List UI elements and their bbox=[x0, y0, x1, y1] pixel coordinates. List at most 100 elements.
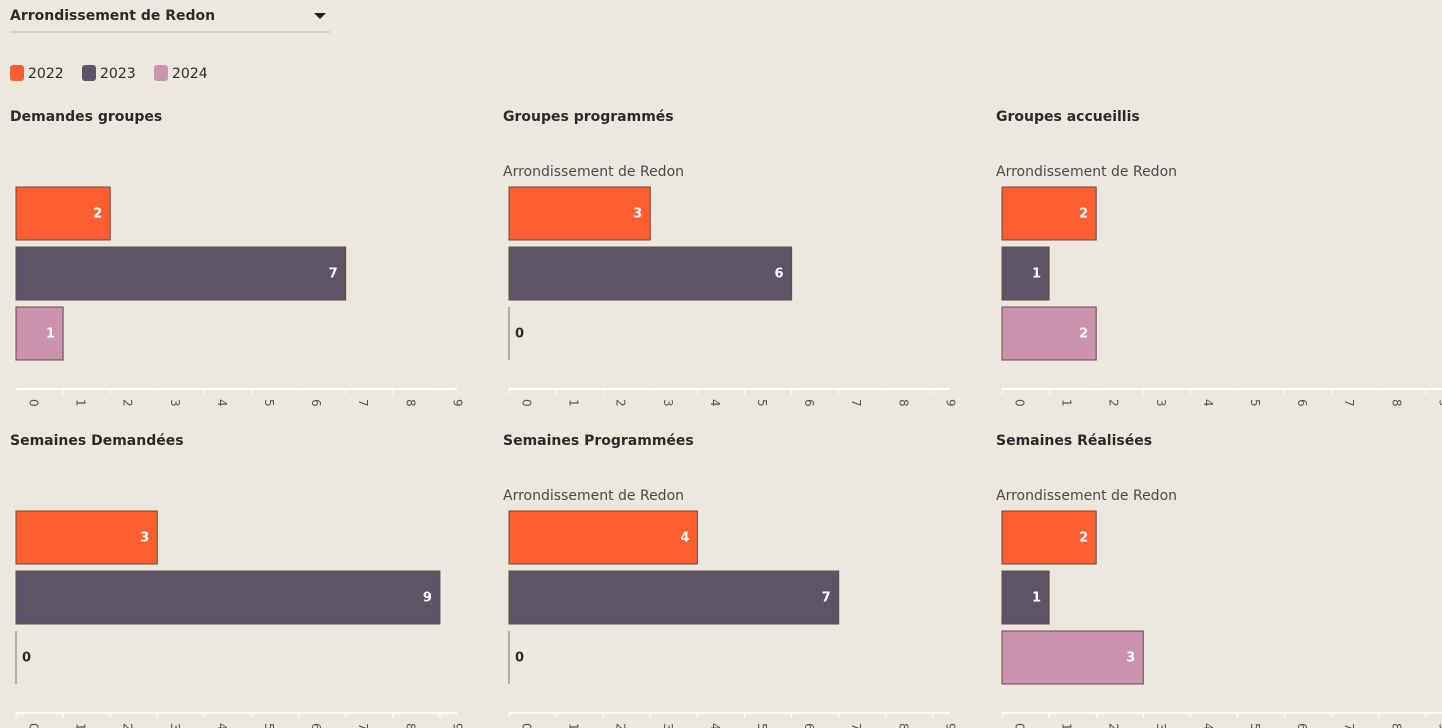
legend-swatch bbox=[154, 65, 168, 81]
x-tick-label: 0 bbox=[27, 723, 41, 728]
value-label: 1 bbox=[46, 327, 55, 342]
x-tick-label: 1 bbox=[74, 723, 88, 728]
bar bbox=[508, 631, 510, 684]
x-tick-label: 5 bbox=[755, 399, 769, 407]
value-label: 2 bbox=[93, 207, 102, 222]
category-label: Arrondissement de Redon bbox=[503, 164, 684, 180]
x-tick-label: 8 bbox=[896, 723, 910, 728]
x-tick-label: 1 bbox=[1060, 399, 1074, 407]
x-tick-label: 7 bbox=[849, 399, 863, 407]
value-label: 3 bbox=[140, 531, 149, 546]
value-label: 1 bbox=[1032, 267, 1041, 282]
x-tick-label: 7 bbox=[356, 399, 370, 407]
bar bbox=[508, 307, 510, 360]
value-label: 4 bbox=[680, 531, 689, 546]
x-tick-label: 9 bbox=[1436, 399, 1442, 407]
bar bbox=[508, 510, 698, 565]
chart-title: Groupes programmés bbox=[503, 109, 674, 125]
x-tick-label: 4 bbox=[215, 399, 229, 407]
x-tick-label: 1 bbox=[567, 723, 581, 728]
x-tick-label: 9 bbox=[943, 399, 957, 407]
value-label: 7 bbox=[822, 591, 831, 606]
dropdown-caret[interactable] bbox=[314, 13, 326, 19]
x-tick-label: 1 bbox=[1060, 723, 1074, 728]
x-tick-label: 6 bbox=[1295, 399, 1309, 407]
bar bbox=[1001, 510, 1097, 565]
bar bbox=[1001, 630, 1144, 685]
value-label: 1 bbox=[1032, 591, 1041, 606]
chart-title: Semaines Demandées bbox=[10, 433, 184, 449]
x-tick-label: 8 bbox=[1389, 723, 1403, 728]
value-label: 0 bbox=[515, 651, 524, 666]
x-tick-label: 5 bbox=[262, 399, 276, 407]
x-tick-label: 7 bbox=[1342, 723, 1356, 728]
x-tick-label: 3 bbox=[661, 399, 675, 407]
x-tick-label: 2 bbox=[1107, 723, 1121, 728]
value-label: 7 bbox=[329, 267, 338, 282]
value-label: 0 bbox=[22, 651, 31, 666]
bar bbox=[15, 246, 347, 301]
value-label: 3 bbox=[1126, 651, 1135, 666]
x-tick-label: 0 bbox=[520, 723, 534, 728]
x-tick-label: 9 bbox=[450, 723, 464, 728]
x-tick-label: 0 bbox=[1013, 399, 1027, 407]
x-tick-label: 5 bbox=[262, 723, 276, 728]
x-tick-label: 4 bbox=[708, 723, 722, 728]
bar bbox=[508, 570, 840, 625]
bar bbox=[15, 631, 17, 684]
legend-label: 2022 bbox=[28, 66, 64, 82]
chart-title: Semaines Programmées bbox=[503, 433, 694, 449]
x-tick-label: 0 bbox=[520, 399, 534, 407]
x-tick-label: 6 bbox=[802, 399, 816, 407]
dropdown[interactable]: Arrondissement de Redon bbox=[10, 8, 330, 33]
x-tick-label: 6 bbox=[802, 723, 816, 728]
x-tick-label: 4 bbox=[215, 723, 229, 728]
legend-label: 2024 bbox=[172, 66, 208, 82]
bar bbox=[508, 246, 793, 301]
dropdown-value[interactable]: Arrondissement de Redon bbox=[10, 8, 215, 24]
bar bbox=[1001, 186, 1097, 241]
x-tick-label: 5 bbox=[1248, 399, 1262, 407]
x-tick-label: 3 bbox=[168, 723, 182, 728]
chart-title: Demandes groupes bbox=[10, 109, 162, 125]
x-tick-label: 9 bbox=[450, 399, 464, 407]
x-tick-label: 9 bbox=[1436, 723, 1442, 728]
x-tick-label: 7 bbox=[1342, 399, 1356, 407]
value-label: 9 bbox=[423, 591, 432, 606]
x-tick-label: 8 bbox=[403, 723, 417, 728]
bar bbox=[1001, 246, 1050, 301]
legend-swatch bbox=[82, 65, 96, 81]
x-tick-label: 5 bbox=[1248, 723, 1262, 728]
category-label: Arrondissement de Redon bbox=[503, 488, 684, 504]
x-tick-label: 6 bbox=[309, 399, 323, 407]
x-tick-label: 2 bbox=[121, 399, 135, 407]
legend-swatch bbox=[10, 65, 24, 81]
value-label: 0 bbox=[515, 327, 524, 342]
chart-title: Groupes accueillis bbox=[996, 109, 1140, 125]
x-tick-label: 3 bbox=[168, 399, 182, 407]
x-tick-label: 3 bbox=[1154, 723, 1168, 728]
x-tick-label: 2 bbox=[614, 723, 628, 728]
x-tick-label: 6 bbox=[1295, 723, 1309, 728]
bar bbox=[15, 510, 158, 565]
x-tick-label: 2 bbox=[614, 399, 628, 407]
value-label: 2 bbox=[1079, 327, 1088, 342]
x-tick-label: 8 bbox=[1389, 399, 1403, 407]
x-tick-label: 8 bbox=[896, 399, 910, 407]
x-tick-label: 0 bbox=[27, 399, 41, 407]
value-label: 2 bbox=[1079, 531, 1088, 546]
x-tick-label: 4 bbox=[1201, 399, 1215, 407]
x-tick-label: 3 bbox=[661, 723, 675, 728]
value-label: 6 bbox=[775, 267, 784, 282]
bar bbox=[1001, 570, 1050, 625]
x-tick-label: 4 bbox=[708, 399, 722, 407]
bar bbox=[15, 186, 111, 241]
category-label: Arrondissement de Redon bbox=[996, 488, 1177, 504]
x-tick-label: 1 bbox=[567, 399, 581, 407]
x-tick-label: 8 bbox=[403, 399, 417, 407]
x-tick-label: 0 bbox=[1013, 723, 1027, 728]
legend-label: 2023 bbox=[100, 66, 136, 82]
x-tick-label: 1 bbox=[74, 399, 88, 407]
chart-title: Semaines Réalisées bbox=[996, 433, 1152, 449]
